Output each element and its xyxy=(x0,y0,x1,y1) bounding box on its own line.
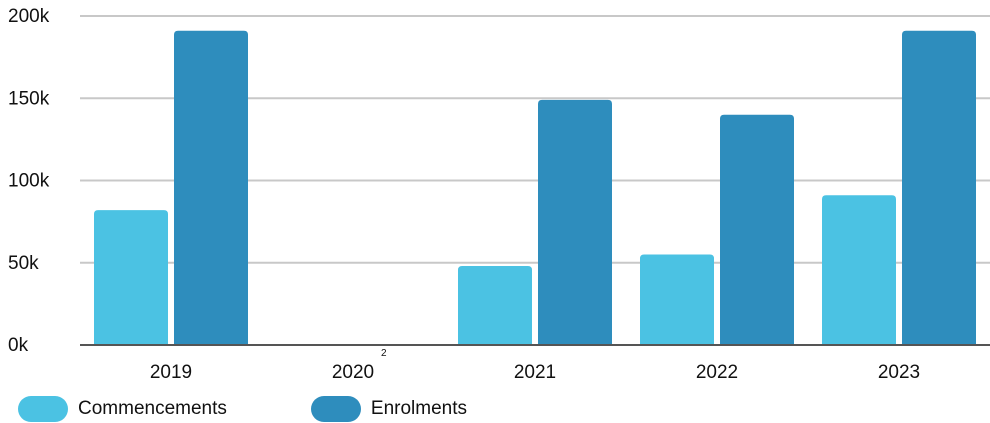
bar-enrolments-2023 xyxy=(902,30,976,346)
legend: Commencements Enrolments xyxy=(18,396,551,422)
x-tick-label: 2021 xyxy=(514,362,556,383)
legend-item-enrolments: Enrolments xyxy=(310,396,467,422)
legend-item-commencements: Commencements xyxy=(18,396,227,422)
x-tick-label: 2023 xyxy=(878,362,920,383)
legend-swatch-commencements xyxy=(18,396,68,422)
x-tick-label: 2020 xyxy=(332,362,374,383)
y-tick-label: 0k xyxy=(8,335,29,356)
x-tick-label: 2019 xyxy=(150,362,192,383)
bar-enrolments-2019 xyxy=(174,30,248,346)
y-tick-label: 200k xyxy=(8,6,50,27)
bar-commencements-2019 xyxy=(94,210,168,345)
bar-chart: 0k 50k 100k 150k 200k 2019 2020 2 2021 2022 2023 xyxy=(8,6,990,383)
bar-enrolments-2022 xyxy=(720,114,794,345)
bar-commencements-2021 xyxy=(458,266,532,345)
legend-label-enrolments: Enrolments xyxy=(370,398,467,419)
bar-enrolments-2021 xyxy=(538,99,612,346)
y-tick-label: 100k xyxy=(8,171,50,192)
y-tick-label: 50k xyxy=(8,253,39,274)
bar-commencements-2022 xyxy=(640,254,714,345)
x-axis-labels: 2019 2020 2 2021 2022 2023 xyxy=(150,348,920,383)
y-tick-label: 150k xyxy=(8,88,50,109)
legend-label-commencements: Commencements xyxy=(78,398,227,419)
bars xyxy=(94,30,976,346)
legend-swatch-enrolments xyxy=(310,396,361,422)
y-axis-ticks: 0k 50k 100k 150k 200k xyxy=(8,6,50,356)
bar-commencements-2023 xyxy=(822,195,896,345)
footnote-marker: 2 xyxy=(381,348,387,359)
x-tick-label: 2022 xyxy=(696,362,738,383)
